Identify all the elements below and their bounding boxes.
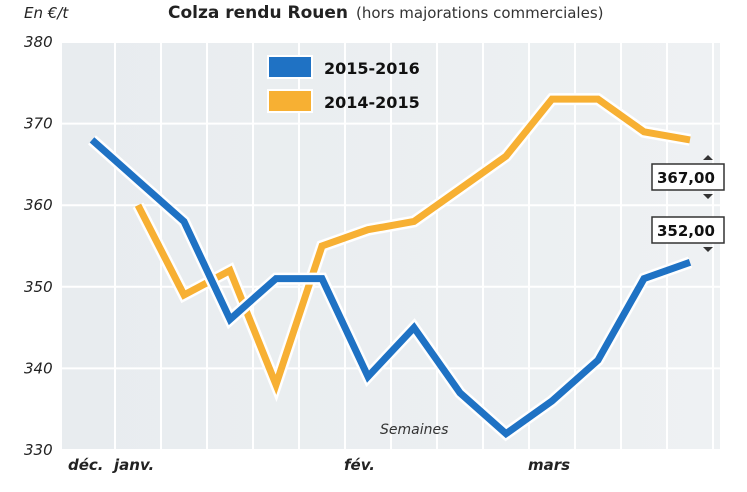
chart-subtitle: (hors majorations commerciales) [356, 4, 604, 22]
callout-value-2014-2015: 367,00 [657, 169, 715, 187]
legend-label-2015-2016: 2015-2016 [324, 59, 420, 78]
legend-label-2014-2015: 2014-2015 [324, 93, 420, 112]
chart-title: Colza rendu Rouen [168, 3, 348, 23]
y-tick-label: 370 [24, 115, 53, 133]
callout-box-2014-2015 [651, 163, 725, 191]
x-tick-label: janv. [112, 456, 154, 474]
callout-box-2015-2016 [651, 216, 725, 244]
x-axis-label: Semaines [380, 422, 448, 438]
callout-arrows-2014-2015 [703, 155, 713, 199]
y-tick-label: 350 [24, 278, 53, 296]
callout-2014-2015: 367,00 [651, 155, 725, 199]
series-layer [88, 93, 693, 442]
x-tick-label: déc. [68, 456, 104, 474]
y-unit-label: En €/t [24, 4, 69, 22]
y-tick-label: 330 [24, 441, 53, 459]
series-line-2015-2016 [89, 137, 692, 439]
callout-value-2015-2016: 352,00 [657, 222, 715, 240]
legend-swatch-2014-2015 [267, 89, 313, 113]
callout-2015-2016: 352,00 [651, 216, 725, 252]
x-tick-label: fév. [344, 456, 375, 474]
y-axis-ticks: 330 340 350 360 370 380 [24, 33, 53, 459]
y-tick-label: 340 [24, 359, 53, 377]
callout-arrow-2015-2016 [703, 247, 713, 252]
y-tick-label: 380 [24, 33, 53, 51]
y-tick-label: 360 [24, 196, 53, 214]
x-axis-ticks: déc. janv. fév. mars [68, 456, 570, 474]
legend: 2015-2016 2014-2015 [267, 55, 420, 113]
x-tick-label: mars [528, 456, 570, 474]
legend-swatch-2015-2016 [267, 55, 313, 79]
grid [62, 41, 720, 451]
series-line-2014-2015 [134, 95, 691, 395]
